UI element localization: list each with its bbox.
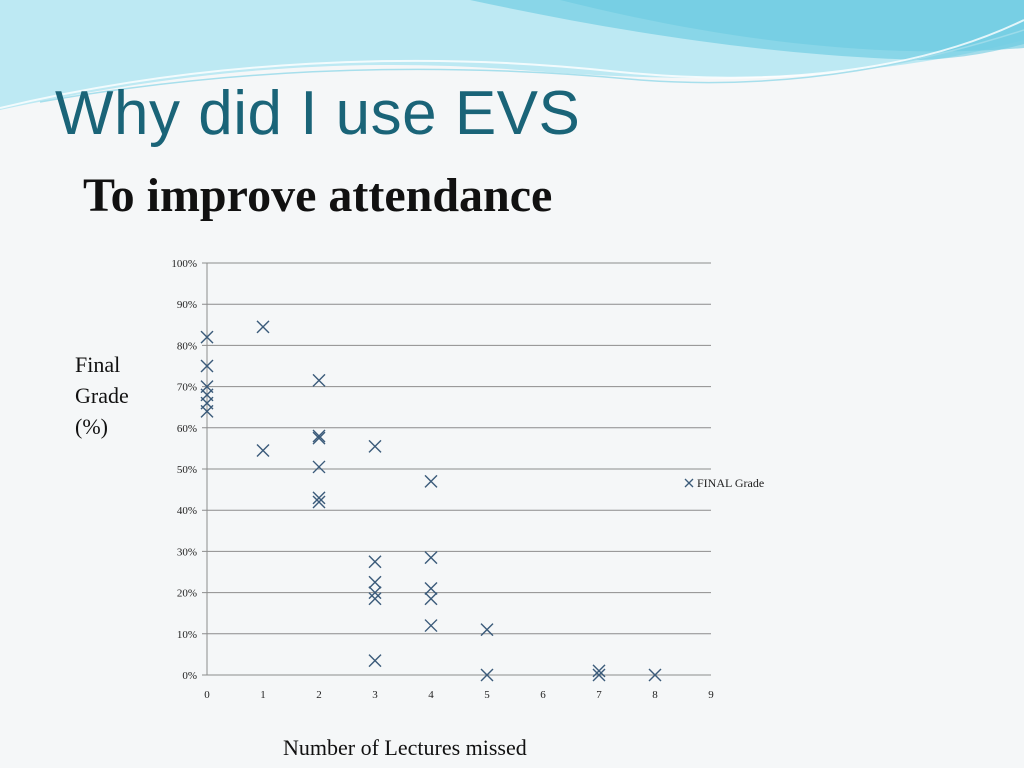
data-point-marker (256, 320, 270, 334)
data-point-marker (424, 551, 438, 565)
y-tick-label: 10% (177, 629, 197, 641)
x-tick-label: 1 (260, 689, 266, 701)
legend: FINAL Grade (684, 476, 764, 490)
data-point-marker (312, 495, 326, 509)
data-point-marker (424, 619, 438, 633)
legend-label: FINAL Grade (697, 476, 764, 490)
data-point-marker (200, 404, 214, 418)
x-tick-label: 4 (428, 689, 434, 701)
marker-stroke (424, 581, 438, 595)
data-point-marker (312, 431, 326, 445)
marker-stroke (312, 491, 326, 505)
data-point-marker (592, 668, 606, 682)
x-tick-label: 8 (652, 689, 658, 701)
slide-subtitle: To improve attendance (83, 169, 553, 222)
data-point-marker (592, 664, 606, 678)
data-point-marker (312, 373, 326, 387)
tick-labels: 0% 10% 20% 30% 40% 50% 60% 70% 80% 90% 100% 0 1 2 3 4 5 6… (171, 258, 714, 701)
x-tick-label: 6 (540, 689, 546, 701)
header-wave-dark (0, 0, 1024, 60)
marker-stroke (200, 359, 214, 373)
marker-stroke (480, 623, 494, 637)
y-tick-label: 70% (177, 382, 197, 394)
data-point-marker (200, 330, 214, 344)
marker-stroke (592, 664, 606, 678)
marker-stroke (312, 460, 326, 474)
marker-stroke (312, 373, 326, 387)
marker-stroke (368, 555, 382, 569)
marker-stroke (592, 668, 606, 682)
x-tick-label: 2 (316, 689, 322, 701)
data-point-marker (368, 439, 382, 453)
x-tick-label: 5 (484, 689, 490, 701)
data-markers (200, 320, 662, 682)
gridlines (202, 262, 711, 676)
y-tick-label: 60% (177, 423, 197, 435)
y-tick-label: 30% (177, 546, 197, 558)
y-axis-label-line-3: (%) (75, 414, 108, 439)
marker-stroke (480, 668, 494, 682)
y-axis-label-line-2: Grade (75, 383, 129, 408)
y-tick-label: 100% (171, 258, 197, 270)
slide-title: Why did I use EVS (55, 79, 581, 148)
marker-stroke (424, 619, 438, 633)
marker-stroke (312, 431, 326, 445)
marker-stroke (312, 429, 326, 443)
data-point-marker (368, 555, 382, 569)
x-tick-label: 3 (372, 689, 378, 701)
marker-stroke (368, 439, 382, 453)
x-tick-label: 9 (708, 689, 714, 701)
data-point-marker (480, 668, 494, 682)
data-point-marker (424, 581, 438, 595)
y-tick-label: 50% (177, 464, 197, 476)
marker-stroke (256, 443, 270, 457)
data-point-marker (480, 623, 494, 637)
x-tick-label: 7 (596, 689, 602, 701)
data-point-marker (368, 592, 382, 606)
data-point-marker (368, 586, 382, 600)
y-tick-label: 0% (182, 670, 197, 682)
legend-item: FINAL Grade (684, 476, 764, 490)
header-wave-line (0, 19, 1024, 109)
marker-stroke (368, 592, 382, 606)
data-point-marker (368, 575, 382, 589)
marker-stroke (256, 320, 270, 334)
marker-stroke (368, 586, 382, 600)
marker-stroke (424, 592, 438, 606)
y-tick-label: 80% (177, 340, 197, 352)
data-point-marker (312, 429, 326, 443)
marker-stroke (200, 330, 214, 344)
marker-stroke (424, 551, 438, 565)
y-tick-label: 90% (177, 299, 197, 311)
marker-stroke (200, 404, 214, 418)
data-point-marker (424, 474, 438, 488)
data-point-marker (424, 592, 438, 606)
data-point-marker (312, 491, 326, 505)
marker-stroke (368, 654, 382, 668)
marker-stroke (424, 474, 438, 488)
x-tick-label: 0 (204, 689, 210, 701)
data-point-marker (312, 460, 326, 474)
y-tick-label: 40% (177, 505, 197, 517)
marker-stroke (312, 495, 326, 509)
legend-marker-stroke (684, 478, 694, 488)
x-axis-label: Number of Lectures missed (283, 735, 527, 760)
data-point-marker (256, 443, 270, 457)
header-wave-line2 (39, 29, 1024, 103)
data-point-marker (200, 359, 214, 373)
data-point-marker (368, 654, 382, 668)
marker-stroke (368, 575, 382, 589)
marker-stroke (648, 668, 662, 682)
y-axis-label-line-1: Final (75, 352, 121, 377)
data-point-marker (648, 668, 662, 682)
y-tick-label: 20% (177, 588, 197, 600)
